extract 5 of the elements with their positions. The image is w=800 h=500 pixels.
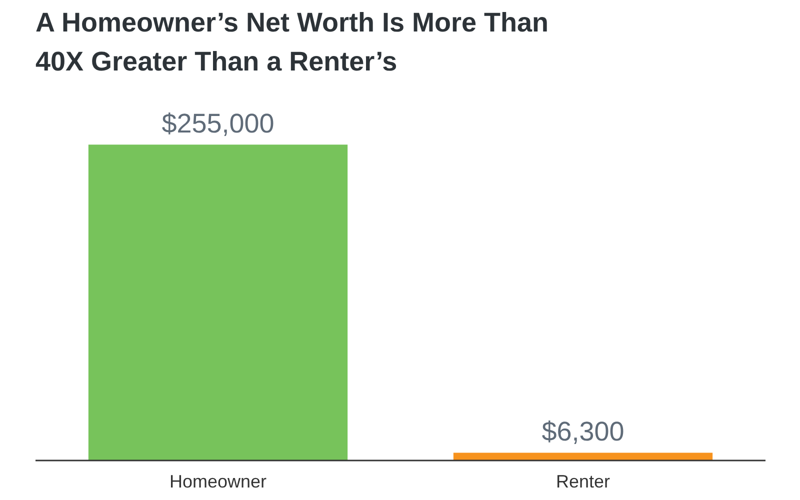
- data-label: $6,300: [542, 416, 624, 447]
- chart-title: A Homeowner’s Net Worth Is More Than 40X Greater Than a Renter’s: [36, 8, 549, 76]
- data-label: $255,000: [162, 108, 274, 139]
- x-tick-label: Renter: [556, 472, 610, 492]
- x-tick-label: Homeowner: [169, 472, 267, 492]
